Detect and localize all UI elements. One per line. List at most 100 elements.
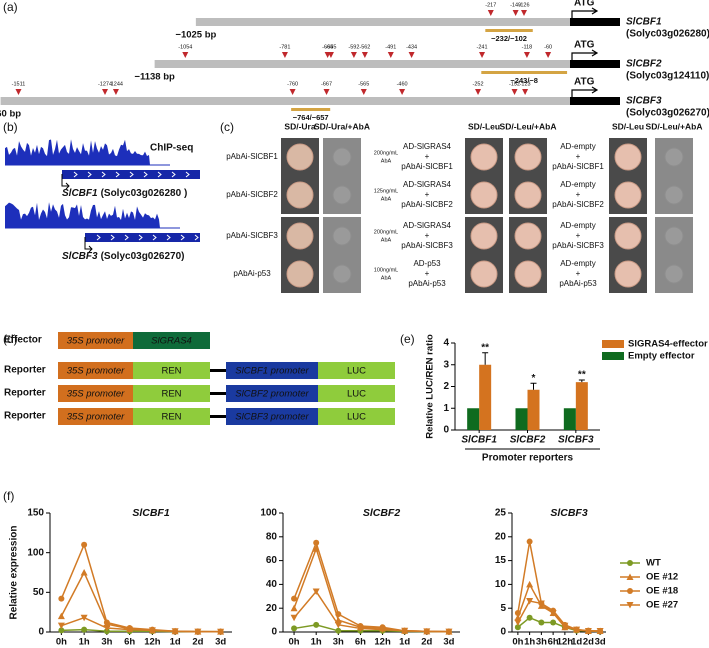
promoter-line xyxy=(195,18,570,26)
probe-fragment xyxy=(291,108,331,111)
marker xyxy=(103,619,110,626)
no-colony xyxy=(332,185,352,205)
strand-chevron xyxy=(115,171,120,178)
binding-site xyxy=(323,89,330,95)
linker xyxy=(210,415,226,418)
strand-chevron xyxy=(185,171,190,178)
chip-signal xyxy=(5,139,150,165)
promoter-35s xyxy=(58,408,133,425)
no-colony xyxy=(332,147,352,167)
tss-arrow xyxy=(61,174,70,190)
x-tick-label: 1h xyxy=(79,637,90,648)
marker xyxy=(217,628,225,636)
length-label: −1025 bp xyxy=(175,30,216,41)
colony xyxy=(514,222,542,250)
bait-label: pAbAi-SlCBF3 xyxy=(226,231,278,240)
atg-label: ATG xyxy=(574,40,595,51)
x-axis-label: Promoter reporters xyxy=(482,453,574,464)
legend-label: WT xyxy=(646,558,661,569)
promoter-35s xyxy=(58,332,133,349)
marker xyxy=(538,619,545,626)
luc-gene xyxy=(318,362,395,379)
no-colony xyxy=(332,264,352,284)
tss-arrow xyxy=(84,237,93,253)
marker xyxy=(312,588,320,596)
marker xyxy=(401,627,409,635)
column-header: SD/-Leu xyxy=(612,121,644,131)
x-tick-label: SlCBF1 xyxy=(461,435,497,446)
colony xyxy=(614,143,642,171)
marker xyxy=(550,619,557,626)
marker xyxy=(290,614,298,622)
binding-site xyxy=(182,52,189,58)
binding-site xyxy=(521,10,528,16)
x-tick-label: 1d xyxy=(170,637,181,648)
x-tick-label: 3h xyxy=(333,637,344,648)
x-tick-label: 0h xyxy=(512,637,523,648)
strand-chevron xyxy=(129,171,134,178)
marker xyxy=(291,625,298,632)
atg-label: ATG xyxy=(574,0,595,9)
bar xyxy=(467,408,480,430)
error-bar xyxy=(578,379,585,383)
binding-site xyxy=(112,89,119,95)
marker xyxy=(584,628,592,635)
bait-label: pAbAi-SlCBF2 xyxy=(226,190,278,199)
series-line xyxy=(293,590,449,633)
gene-box xyxy=(570,60,620,68)
binding-site xyxy=(360,89,367,95)
column-header: SD/-Leu xyxy=(468,121,500,131)
significance: * xyxy=(532,373,536,384)
y-tick-label: 25 xyxy=(495,508,507,519)
legend-label: SlGRAS4-effector xyxy=(628,339,708,350)
colony xyxy=(470,260,498,288)
gene-id: (Solyc03g124110) xyxy=(626,71,709,82)
promoter-35s-label: 35S promoter xyxy=(67,336,125,347)
panel-label: (d) xyxy=(3,332,18,346)
binding-site xyxy=(487,10,494,16)
reporter-promoter xyxy=(226,408,318,425)
aba-label: AbA xyxy=(381,275,392,281)
y-tick-label: 50 xyxy=(33,587,45,598)
site-label: -1244 xyxy=(109,81,123,87)
site-label: -1274 xyxy=(98,81,112,87)
gene-name: SlCBF2 xyxy=(626,59,662,70)
y-tick-label: 60 xyxy=(266,555,278,566)
marker xyxy=(103,625,111,632)
x-tick-label: 0h xyxy=(56,637,67,648)
binding-site xyxy=(15,89,22,95)
strand-chevron xyxy=(157,171,162,178)
y-tick-label: 1 xyxy=(443,403,449,414)
marker xyxy=(313,539,320,546)
bar xyxy=(563,408,576,430)
aba-label: AbA xyxy=(381,196,392,202)
marker xyxy=(445,628,453,636)
gene-name: SlCBF1 xyxy=(62,188,98,199)
site-label: -252 xyxy=(473,81,484,87)
site-label: -655 xyxy=(325,44,336,50)
x-tick-label: 1d xyxy=(399,637,410,648)
marker xyxy=(537,600,545,607)
legend-swatch xyxy=(602,340,624,348)
control-label: + xyxy=(576,152,581,161)
no-colony xyxy=(664,264,684,284)
x-tick-label: 6h xyxy=(124,637,135,648)
binding-site xyxy=(289,89,296,95)
aba-label: 100ng/mL xyxy=(374,267,398,273)
control-label: + xyxy=(576,190,581,199)
strand-chevron xyxy=(73,171,78,178)
length-label: −1560 bp xyxy=(0,109,21,120)
y-tick-label: 0 xyxy=(443,425,449,436)
y-tick-label: 100 xyxy=(27,547,44,558)
ren-gene-label: REN xyxy=(161,412,181,423)
marker xyxy=(335,627,342,634)
control-label: pAbAi-SlCBF2 xyxy=(552,200,604,209)
prey-label: + xyxy=(425,152,430,161)
aba-label: AbA xyxy=(381,158,392,164)
control-label: AD-empty xyxy=(560,180,596,189)
binding-site xyxy=(408,52,415,58)
reporter-promoter-label: SlCBF1 promoter xyxy=(235,366,309,377)
marker xyxy=(80,614,88,622)
marker xyxy=(313,621,320,628)
